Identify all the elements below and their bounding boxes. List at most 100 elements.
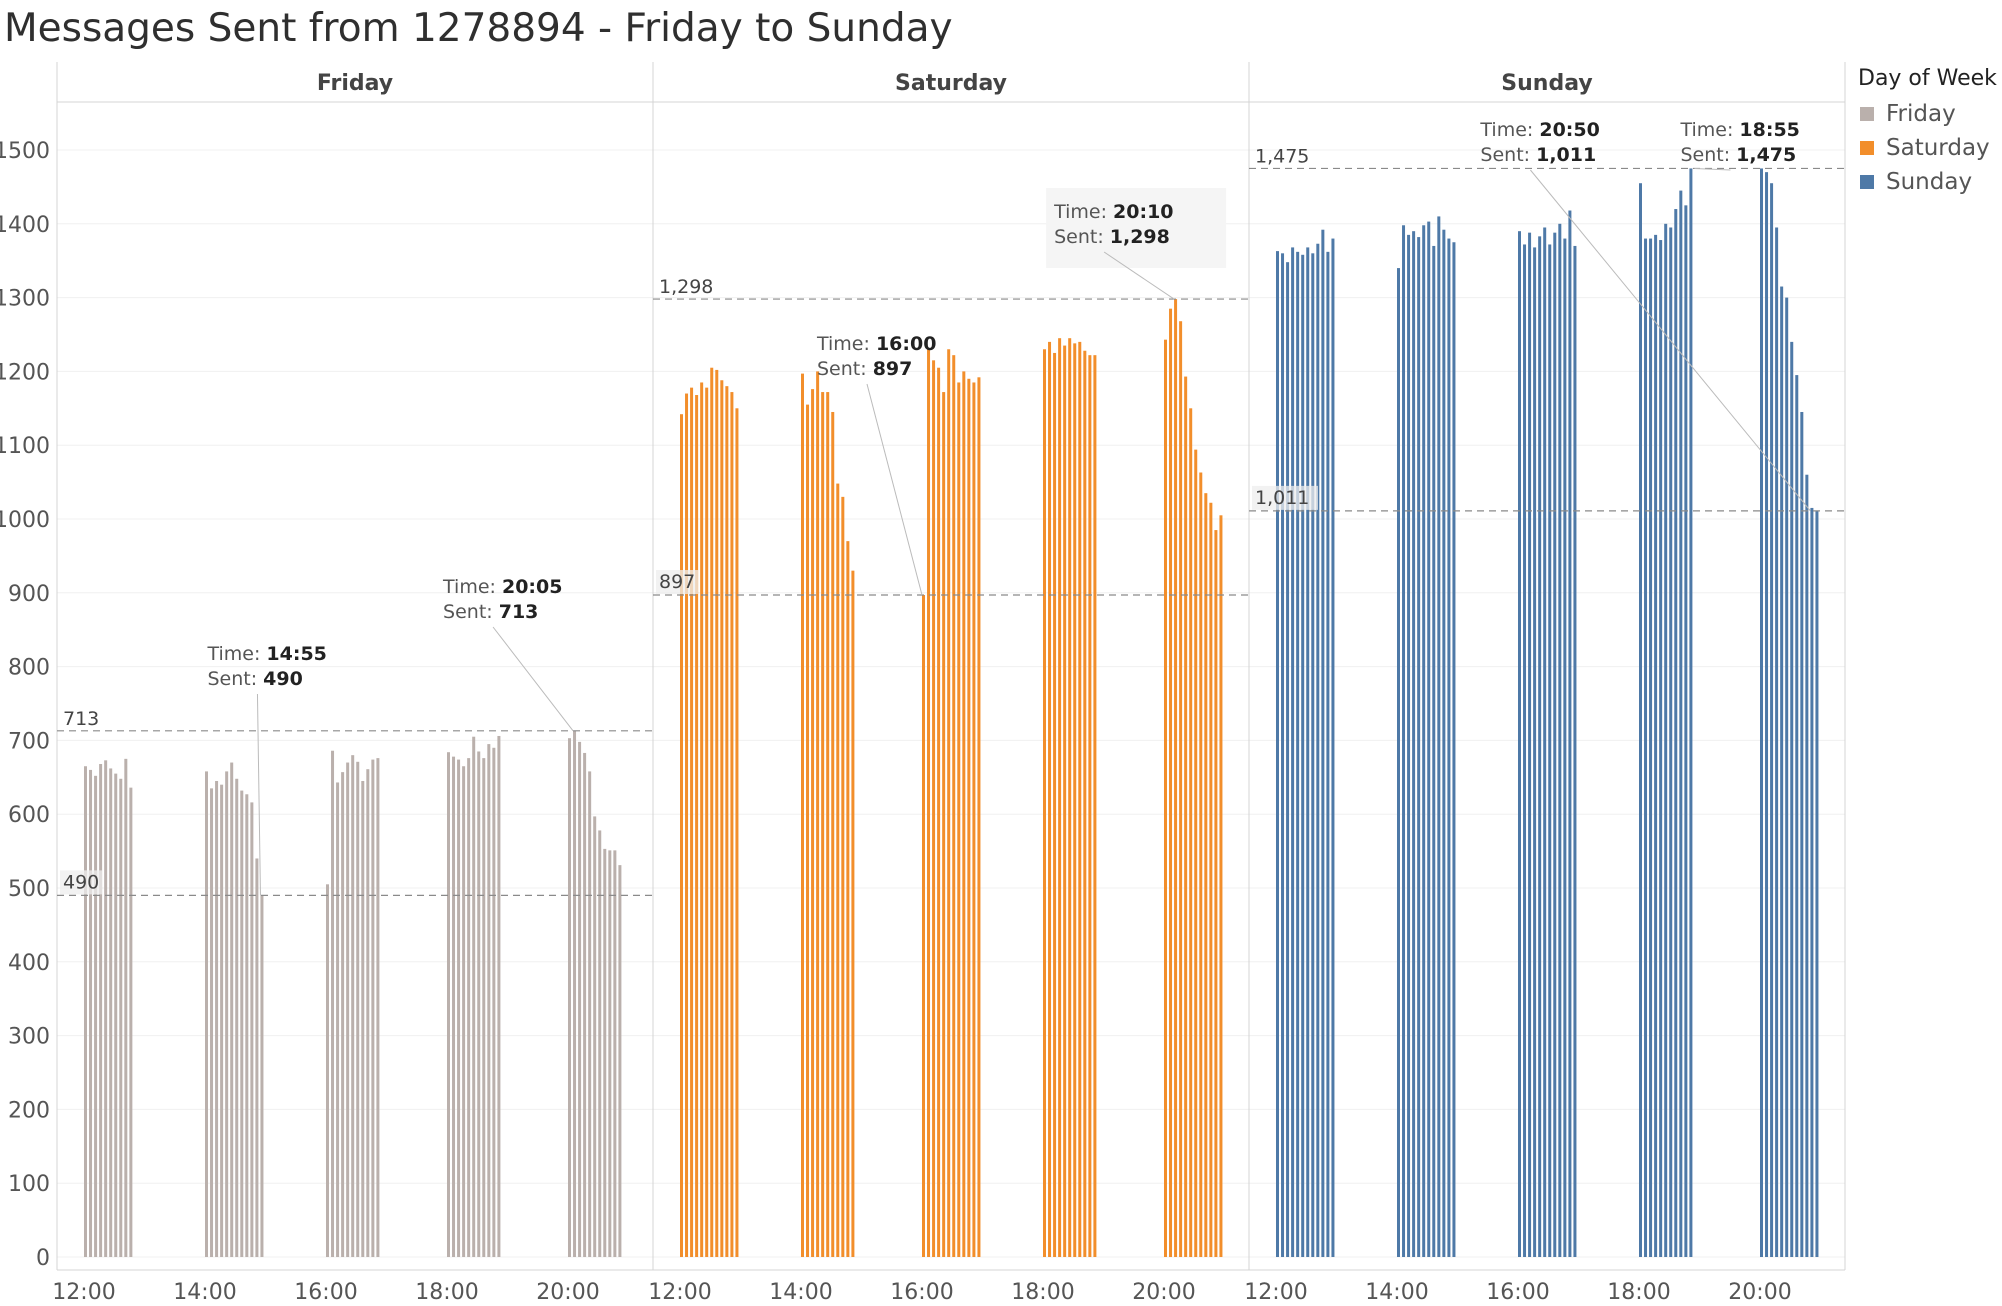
bar xyxy=(225,771,229,1257)
bar xyxy=(1795,375,1799,1258)
bar xyxy=(1563,238,1567,1257)
bar xyxy=(1184,376,1188,1257)
annotation-time: Time: 16:00 xyxy=(816,333,936,355)
annotation-time-label: Time: xyxy=(816,333,876,355)
annotation-leader xyxy=(1103,251,1175,300)
bar xyxy=(1199,472,1203,1258)
x-tick-label: 14:00 xyxy=(769,1280,832,1305)
bar xyxy=(846,541,850,1257)
bar xyxy=(1073,343,1077,1258)
annotation-time-value: 14:55 xyxy=(266,643,326,665)
bar xyxy=(1412,231,1416,1258)
bar xyxy=(1078,341,1082,1257)
bar xyxy=(826,392,830,1258)
bar xyxy=(119,778,123,1257)
annotation-sent-value: 1,011 xyxy=(1536,144,1596,166)
bar xyxy=(821,392,825,1258)
bar xyxy=(593,816,597,1257)
x-tick-label: 16:00 xyxy=(294,1280,357,1305)
x-tick-label: 18:00 xyxy=(415,1280,478,1305)
bar xyxy=(1088,355,1092,1257)
x-tick-label: 18:00 xyxy=(1607,1280,1670,1305)
panel-header-saturday: Saturday xyxy=(895,71,1007,96)
bar xyxy=(1573,245,1577,1257)
x-axis: 12:00 14:00 16:00 18:00 20:00 12:00 14:00 16:00… xyxy=(52,1280,1791,1305)
bar xyxy=(230,762,234,1257)
bar xyxy=(927,349,931,1257)
annotation-time-label: Time: xyxy=(206,643,266,665)
bar xyxy=(715,369,719,1257)
bar xyxy=(452,756,456,1257)
bar xyxy=(210,788,214,1257)
bar xyxy=(341,772,345,1257)
bar xyxy=(947,349,951,1257)
annotation-time: Time: 20:10 xyxy=(1053,201,1173,223)
annotation-time: Time: 14:55 xyxy=(206,643,326,665)
bar xyxy=(1204,493,1208,1257)
grid-lines xyxy=(56,62,1846,1271)
annotation-leader xyxy=(1530,169,1811,512)
bar xyxy=(1063,345,1067,1257)
x-tick-label: 20:00 xyxy=(1132,1280,1195,1305)
bar xyxy=(1209,502,1213,1257)
bar xyxy=(1664,223,1668,1257)
legend-label-sunday: Sunday xyxy=(1886,169,1973,195)
bar xyxy=(957,382,961,1258)
bar xyxy=(492,747,496,1257)
y-tick-label: 300 xyxy=(8,1025,50,1050)
annotation-time-label: Time: xyxy=(1679,119,1739,141)
panel-header-friday: Friday xyxy=(317,71,393,96)
bar xyxy=(1518,231,1521,1258)
bar xyxy=(1659,240,1663,1257)
bar xyxy=(735,408,739,1257)
annotation-sent: Sent: 713 xyxy=(443,601,538,623)
bar xyxy=(376,758,380,1257)
bar xyxy=(331,750,335,1257)
bar xyxy=(710,367,714,1258)
legend-item-sunday[interactable]: Sunday xyxy=(1858,165,1997,199)
legend-item-friday[interactable]: Friday xyxy=(1858,97,1997,131)
bar xyxy=(568,738,571,1257)
bar xyxy=(1654,234,1658,1257)
bar xyxy=(1543,227,1547,1258)
bar xyxy=(1548,244,1552,1258)
bar xyxy=(816,371,820,1257)
bar xyxy=(1528,232,1532,1257)
x-tick-label: 20:00 xyxy=(536,1280,599,1305)
annotation-leader xyxy=(1694,167,1731,171)
bar xyxy=(1194,449,1198,1257)
y-tick-label: 1400 xyxy=(0,213,50,238)
bar xyxy=(942,392,946,1258)
bar xyxy=(932,360,936,1258)
bar xyxy=(1219,515,1223,1257)
bar xyxy=(1417,237,1421,1258)
x-tick-label: 20:00 xyxy=(1728,1280,1791,1305)
annotation-sent-value: 897 xyxy=(873,358,913,380)
bar xyxy=(245,794,249,1257)
bar xyxy=(356,761,360,1257)
legend-swatch-friday xyxy=(1860,107,1874,121)
reference-label: 1,298 xyxy=(659,276,713,298)
bar xyxy=(351,755,355,1257)
bar xyxy=(477,751,481,1257)
bar xyxy=(578,741,582,1257)
bar xyxy=(94,775,98,1257)
annotation-sent-label: Sent: xyxy=(817,358,873,380)
bar xyxy=(1058,338,1062,1257)
bar xyxy=(205,771,208,1257)
y-tick-label: 900 xyxy=(8,582,50,607)
legend-item-saturday[interactable]: Saturday xyxy=(1858,131,1997,165)
annotation-time-label: Time: xyxy=(1053,201,1113,223)
bar xyxy=(1432,245,1436,1257)
bar xyxy=(1316,243,1320,1257)
bar xyxy=(1800,411,1804,1257)
reference-label: 1,475 xyxy=(1255,145,1309,167)
bar xyxy=(1306,247,1310,1257)
bar xyxy=(326,884,329,1257)
reference-label-bg xyxy=(1252,485,1318,510)
bar xyxy=(1780,286,1784,1257)
annotation-sent: Sent: 1,475 xyxy=(1680,144,1796,166)
reference-lines: 713 490 1,298 897 1,475 1,011 xyxy=(57,145,1845,896)
bar xyxy=(1407,234,1411,1257)
legend-swatch-saturday xyxy=(1860,141,1874,155)
